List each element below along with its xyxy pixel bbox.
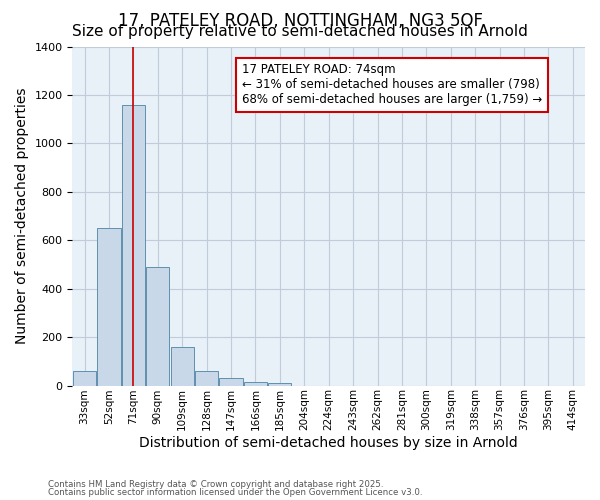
Text: Contains HM Land Registry data © Crown copyright and database right 2025.: Contains HM Land Registry data © Crown c… [48, 480, 383, 489]
Bar [122, 104, 145, 386]
Text: 17 PATELEY ROAD: 74sqm
← 31% of semi-detached houses are smaller (798)
68% of se: 17 PATELEY ROAD: 74sqm ← 31% of semi-det… [242, 64, 542, 106]
Y-axis label: Number of semi-detached properties: Number of semi-detached properties [15, 88, 29, 344]
Text: 17, PATELEY ROAD, NOTTINGHAM, NG3 5QF: 17, PATELEY ROAD, NOTTINGHAM, NG3 5QF [118, 12, 482, 30]
Bar [268, 383, 292, 386]
Text: Size of property relative to semi-detached houses in Arnold: Size of property relative to semi-detach… [72, 24, 528, 39]
Bar [220, 378, 242, 386]
Bar [170, 347, 194, 386]
X-axis label: Distribution of semi-detached houses by size in Arnold: Distribution of semi-detached houses by … [139, 436, 518, 450]
Bar [195, 371, 218, 386]
Text: Contains public sector information licensed under the Open Government Licence v3: Contains public sector information licen… [48, 488, 422, 497]
Bar [73, 371, 96, 386]
Bar [244, 382, 267, 386]
Bar [146, 267, 169, 386]
Bar [97, 228, 121, 386]
